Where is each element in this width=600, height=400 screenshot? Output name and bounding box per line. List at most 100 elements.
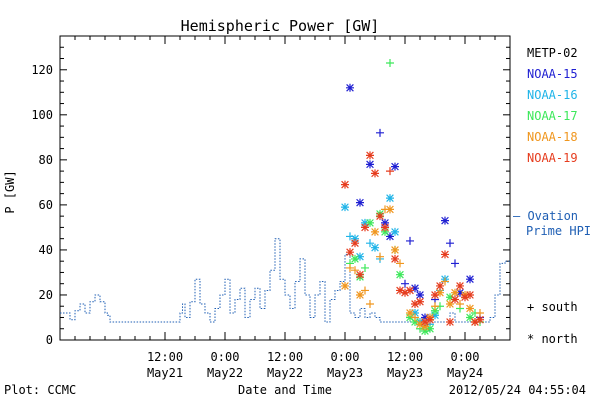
legend-ovation-line1: – Ovation: [513, 209, 578, 223]
noaa-19-north-point: [476, 315, 484, 324]
noaa-17-north-point: [396, 270, 404, 279]
x-tick-time-label: 0:00: [211, 350, 240, 364]
noaa-19-north-point: [431, 290, 439, 299]
noaa-19-north-point: [471, 317, 479, 326]
noaa-15-south-point: [451, 259, 459, 268]
satellite-series: [341, 59, 484, 335]
y-tick-label: 40: [39, 243, 53, 257]
noaa-15-south-point: [376, 128, 384, 137]
noaa-16-north-point: [431, 311, 439, 320]
noaa-16-north-point: [386, 194, 394, 203]
noaa-18-south-point: [361, 286, 369, 295]
noaa-15-south-point: [446, 239, 454, 248]
noaa-18-north-point: [416, 320, 424, 329]
noaa-17-north-point: [381, 227, 389, 236]
x-tick-time-label: 12:00: [267, 350, 303, 364]
noaa-18-north-point: [466, 304, 474, 313]
noaa-17-north-point: [366, 218, 374, 227]
noaa-18-north-point: [371, 227, 379, 236]
noaa-19-north-point: [446, 317, 454, 326]
noaa-19-north-point: [361, 223, 369, 232]
noaa-17-north-point: [351, 254, 359, 263]
noaa-18-south-point: [476, 308, 484, 317]
noaa-19-north-point: [401, 288, 409, 297]
noaa-17-north-point: [466, 313, 474, 322]
noaa-18-north-point: [391, 245, 399, 254]
noaa-18-south-point: [431, 302, 439, 311]
noaa-19-north-point: [436, 281, 444, 290]
x-tick-date-label: May22: [207, 366, 243, 380]
noaa-19-north-point: [376, 212, 384, 221]
x-tick-date-label: May22: [267, 366, 303, 380]
noaa-17-north-point: [446, 293, 454, 302]
noaa-19-north-point: [456, 281, 464, 290]
north-marker-legend: * north: [527, 332, 578, 346]
noaa-19-north-point: [441, 250, 449, 259]
noaa-19-north-point: [466, 290, 474, 299]
noaa-18-north-point: [341, 281, 349, 290]
noaa-17-south-point: [386, 59, 394, 68]
noaa-15-north-point: [346, 83, 354, 92]
noaa-17-north-point: [406, 313, 414, 322]
noaa-18-south-point: [456, 299, 464, 308]
plot-timestamp: 2012/05/24 04:55:04: [449, 383, 586, 397]
noaa-15-north-point: [456, 288, 464, 297]
noaa-19-north-point: [461, 293, 469, 302]
noaa-19-north-point: [396, 286, 404, 295]
noaa-18-south-point: [411, 313, 419, 322]
noaa-17-south-point: [361, 263, 369, 272]
axes: 0 20 40 60 80 100 120 12:00 May21 0:00 May22 12:00 M…: [31, 35, 511, 380]
noaa-15-north-point: [416, 290, 424, 299]
noaa-18-south-point: [351, 266, 359, 275]
noaa-19-north-point: [421, 317, 429, 326]
noaa-19-north-point: [416, 297, 424, 306]
noaa-15-north-point: [421, 313, 429, 322]
noaa-18-north-point: [446, 299, 454, 308]
legend-noaa-15: NOAA-15: [527, 67, 578, 81]
x-tick-time-label: 12:00: [147, 350, 183, 364]
y-tick-label: 100: [31, 108, 53, 122]
noaa-18-south-point: [376, 252, 384, 261]
noaa-15-south-point: [401, 279, 409, 288]
noaa-16-north-point: [361, 218, 369, 227]
noaa-19-north-point: [366, 151, 374, 160]
noaa-19-north-point: [341, 180, 349, 189]
noaa-15-north-point: [411, 284, 419, 293]
noaa-16-north-point: [341, 203, 349, 212]
legend-ovation-line2: Prime HPI: [526, 224, 591, 238]
noaa-18-north-point: [356, 290, 364, 299]
x-tick-time-label: 0:00: [331, 350, 360, 364]
x-tick-date-label: May24: [447, 366, 483, 380]
x-axis-label: Date and Time: [238, 383, 332, 397]
y-tick-label: 20: [39, 288, 53, 302]
noaa-18-south-point: [366, 299, 374, 308]
noaa-15-south-point: [406, 236, 414, 245]
noaa-18-south-point: [346, 263, 354, 272]
noaa-15-north-point: [391, 162, 399, 171]
chart-title: Hemispheric Power [GW]: [181, 17, 380, 35]
x-tick-date-label: May21: [147, 366, 183, 380]
x-tick-date-label: May23: [387, 366, 423, 380]
legend-noaa-17: NOAA-17: [527, 109, 578, 123]
noaa-17-north-point: [426, 324, 434, 333]
legend-noaa-18: NOAA-18: [527, 130, 578, 144]
legend-noaa-19: NOAA-19: [527, 151, 578, 165]
noaa-18-north-point: [421, 322, 429, 331]
x-tick-date-label: May23: [327, 366, 363, 380]
noaa-15-north-point: [381, 218, 389, 227]
noaa-19-north-point: [371, 169, 379, 178]
legend: METP-02 NOAA-15 NOAA-16 NOAA-17 NOAA-18 NOAA-…: [513, 46, 591, 238]
noaa-19-north-point: [351, 239, 359, 248]
noaa-18-north-point: [386, 205, 394, 214]
y-tick-label: 0: [46, 333, 53, 347]
noaa-18-south-point: [441, 277, 449, 286]
y-tick-label: 80: [39, 153, 53, 167]
noaa-16-north-point: [356, 252, 364, 261]
south-marker-legend: + south: [527, 300, 578, 314]
noaa-15-north-point: [356, 198, 364, 207]
noaa-15-north-point: [466, 275, 474, 284]
noaa-19-north-point: [391, 254, 399, 263]
noaa-17-north-point: [411, 317, 419, 326]
